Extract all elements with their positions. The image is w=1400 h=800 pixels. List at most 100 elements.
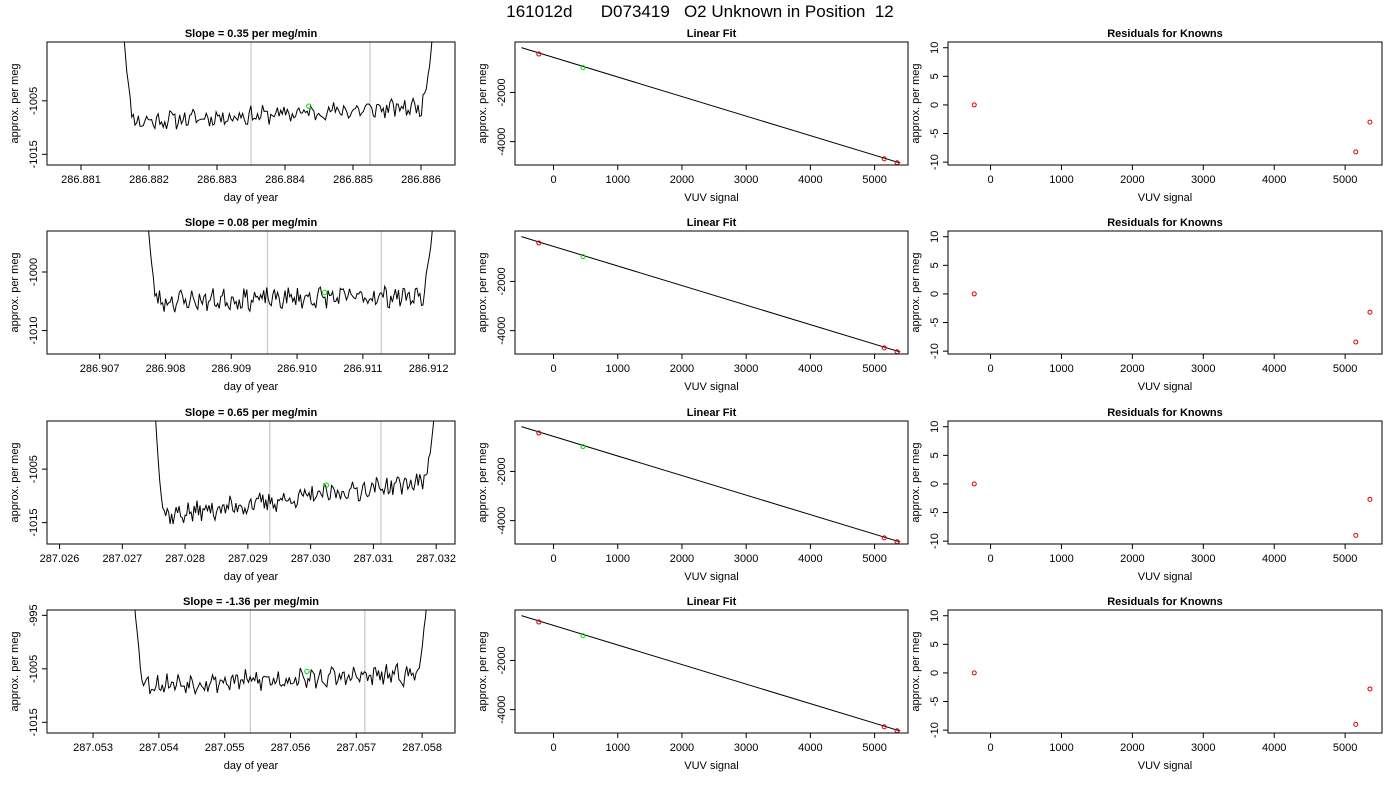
data-point (1367, 496, 1373, 502)
chart-panel-1-2: Residuals for Knowns 0 1000 2000 3000 4000 500… (910, 217, 1383, 393)
x-tick-label: 3000 (734, 553, 758, 565)
chart-panel-2-1: Linear Fit 0 1000 2000 3000 4000 5000 -4000 -200… (477, 407, 909, 583)
x-tick-label: 286.910 (277, 363, 317, 375)
x-tick-label: 3000 (734, 742, 758, 754)
chart-panel-1-0: Slope = 0.08 per meg/min 286.907 286.908 28… (9, 217, 456, 393)
chart-title: Slope = 0.65 per meg/min (185, 407, 318, 419)
x-axis-label: VUV signal (684, 760, 738, 772)
data-point (881, 345, 887, 351)
x-tick-label: 1000 (1049, 174, 1073, 186)
y-tick-label: -1005 (28, 455, 40, 483)
data-marker-unknown (580, 65, 586, 71)
x-tick-label: 5000 (1333, 553, 1357, 565)
y-tick-label: -2000 (496, 646, 508, 674)
data-point (1353, 532, 1359, 538)
data-point (881, 535, 887, 541)
y-tick-label: -5 (929, 129, 941, 139)
x-tick-label: 287.027 (102, 553, 142, 565)
data-point (536, 619, 542, 625)
x-tick-label: 287.056 (271, 742, 311, 754)
fit-line (521, 236, 901, 353)
data-point (971, 102, 977, 108)
x-axis-label: day of year (224, 760, 279, 772)
x-axis-label: VUV signal (1138, 381, 1192, 393)
x-tick-label: 4000 (798, 174, 822, 186)
chart-title: Slope = 0.35 per meg/min (185, 28, 318, 40)
y-tick-label: 5 (929, 452, 941, 458)
y-tick-label: 10 (929, 421, 941, 433)
data-point (1367, 686, 1373, 692)
x-tick-label: 0 (987, 174, 993, 186)
chart-title: Linear Fit (687, 407, 737, 419)
plot-area (521, 236, 901, 354)
plot-frame (46, 420, 456, 545)
data-point (971, 291, 977, 297)
plot-frame (947, 230, 1383, 355)
x-tick-label: 2000 (1120, 363, 1144, 375)
x-tick-label: 5000 (862, 553, 886, 565)
x-tick-label: 1000 (606, 553, 630, 565)
plot-area (971, 670, 1373, 727)
data-marker-unknown (580, 633, 586, 639)
x-tick-label: 0 (550, 174, 556, 186)
y-axis-label: approx. per meg (910, 252, 922, 332)
chart-title: Residuals for Knowns (1107, 217, 1223, 229)
y-axis-label: approx. per meg (9, 442, 21, 522)
x-tick-label: 286.908 (146, 363, 186, 375)
y-tick-label: -10 (929, 722, 941, 738)
y-tick-label: 5 (929, 73, 941, 79)
data-point (536, 240, 542, 246)
plot-frame (947, 41, 1383, 166)
x-axis-label: VUV signal (1138, 760, 1192, 772)
chart-title: Residuals for Knowns (1107, 596, 1223, 608)
y-tick-label: -10 (929, 343, 941, 359)
data-point (1353, 721, 1359, 727)
x-tick-label: 5000 (862, 742, 886, 754)
plot-frame (46, 230, 456, 355)
y-tick-label: -1015 (28, 708, 40, 736)
y-tick-label: 10 (929, 42, 941, 54)
data-marker-unknown (322, 289, 328, 296)
data-point (1353, 339, 1359, 345)
y-tick-label: 0 (929, 102, 941, 108)
x-tick-label: 2000 (1120, 174, 1144, 186)
x-tick-label: 286.907 (80, 363, 120, 375)
data-point (881, 724, 887, 730)
plot-area (134, 610, 427, 696)
data-series-line (148, 231, 433, 313)
chart-title: Slope = -1.36 per meg/min (183, 596, 319, 608)
x-tick-label: 1000 (606, 363, 630, 375)
y-axis-label: approx. per meg (477, 631, 489, 711)
x-tick-label: 287.028 (165, 553, 205, 565)
x-tick-label: 5000 (862, 174, 886, 186)
plot-area (971, 481, 1373, 538)
x-tick-label: 4000 (1262, 174, 1286, 186)
y-tick-label: -1000 (28, 258, 40, 286)
x-tick-label: 287.058 (402, 742, 442, 754)
x-tick-label: 2000 (670, 174, 694, 186)
chart-title: Linear Fit (687, 217, 737, 229)
data-point (1367, 119, 1373, 125)
x-tick-label: 2000 (1120, 553, 1144, 565)
x-axis-label: day of year (224, 192, 279, 204)
x-tick-label: 1000 (1049, 363, 1073, 375)
plot-frame (947, 420, 1383, 545)
x-tick-label: 287.057 (336, 742, 376, 754)
y-tick-label: 10 (929, 231, 941, 243)
x-tick-label: 1000 (606, 174, 630, 186)
data-marker-unknown (306, 103, 312, 109)
x-tick-label: 287.055 (205, 742, 245, 754)
x-tick-label: 286.885 (333, 174, 373, 186)
plot-frame (514, 41, 909, 166)
y-tick-label: -5 (929, 508, 941, 518)
x-tick-label: 1000 (1049, 742, 1073, 754)
x-tick-label: 286.882 (129, 174, 169, 186)
y-tick-label: -1015 (28, 140, 40, 168)
y-tick-label: -1010 (28, 317, 40, 345)
x-tick-label: 4000 (798, 742, 822, 754)
data-point (971, 481, 977, 487)
x-axis-label: VUV signal (684, 192, 738, 204)
x-tick-label: 286.911 (343, 363, 382, 375)
x-tick-label: 3000 (1191, 553, 1215, 565)
y-axis-label: approx. per meg (477, 442, 489, 522)
